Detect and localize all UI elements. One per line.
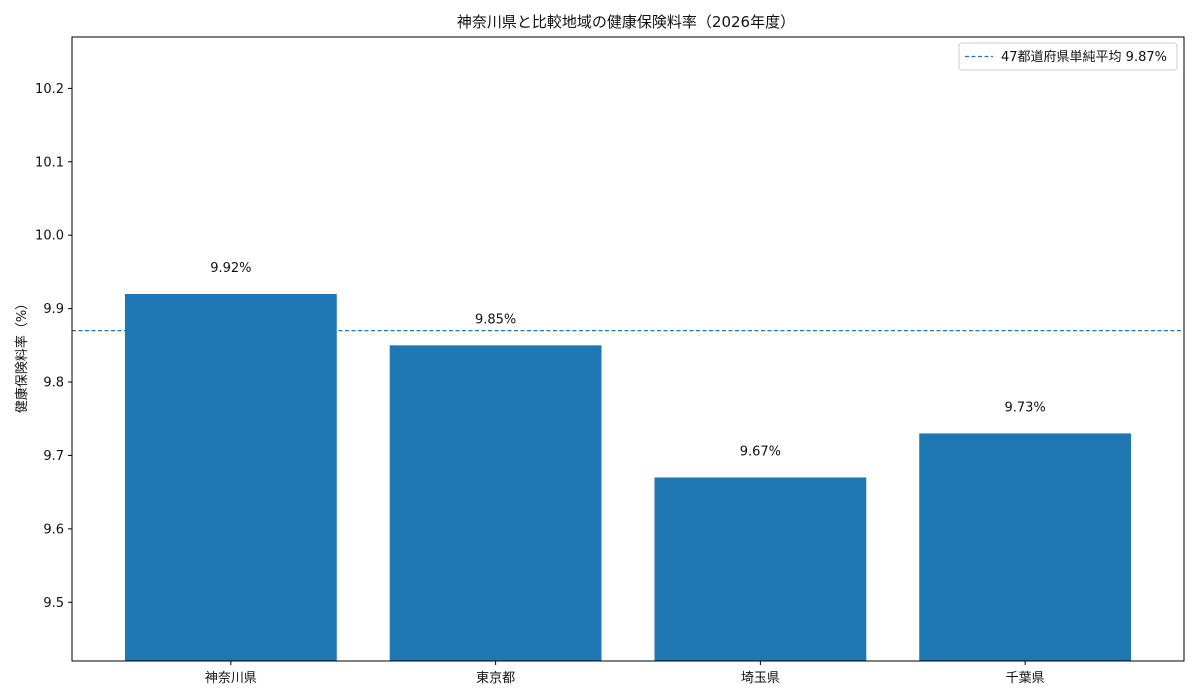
y-tick-label-7: 10.2 [35, 82, 64, 97]
legend-label: 47都道府県単純平均 9.87% [1001, 49, 1167, 65]
legend-box [958, 42, 1178, 71]
data-label-2: 9.67% [740, 444, 781, 459]
y-tick-label-0: 9.5 [43, 596, 64, 611]
y-tick-label-2: 9.7 [43, 449, 64, 464]
bar-3 [919, 433, 1132, 661]
bar-0 [124, 293, 337, 661]
y-tick-label-5: 10.0 [35, 229, 64, 244]
chart-title: 神奈川県と比較地域の健康保険料率（2026年度） [457, 13, 795, 31]
x-tick-label-2: 埼玉県 [741, 671, 780, 686]
y-tick-label-4: 9.9 [43, 302, 64, 317]
bar-2 [654, 477, 867, 661]
y-tick-label-1: 9.6 [43, 522, 64, 537]
x-tick-label-3: 千葉県 [1006, 671, 1045, 686]
data-label-1: 9.85% [475, 312, 516, 327]
legend: 47都道府県単純平均 9.87% [958, 42, 1178, 71]
y-tick-label-3: 9.8 [43, 376, 64, 391]
y-tick-label-6: 10.1 [35, 155, 64, 170]
y-axis-ticks: 9.5 9.6 9.7 9.8 9.9 10.0 10.1 10.2 [35, 82, 72, 611]
x-tick-label-1: 東京都 [476, 670, 515, 686]
y-axis-title: 健康保険料率（%） [14, 297, 30, 413]
data-label-3: 9.73% [1004, 400, 1045, 415]
bar-1 [389, 345, 602, 661]
bars-group: 9.92% 9.85% 9.67% 9.73% [124, 261, 1132, 661]
plot-area-frame [71, 36, 1185, 662]
x-tick-label-0: 神奈川県 [205, 671, 257, 686]
x-axis-ticks: 神奈川県 東京都 埼玉県 千葉県 [205, 661, 1045, 686]
data-label-0: 9.92% [210, 261, 251, 276]
